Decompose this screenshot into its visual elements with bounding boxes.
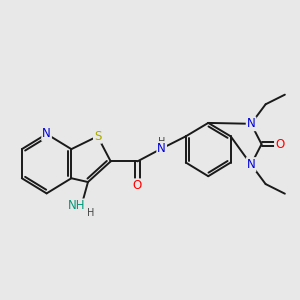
Text: NH: NH xyxy=(68,200,85,212)
Text: S: S xyxy=(94,130,101,143)
Text: O: O xyxy=(275,138,284,151)
Text: N: N xyxy=(157,142,166,155)
Text: H: H xyxy=(158,137,165,147)
Text: N: N xyxy=(247,117,255,130)
Text: N: N xyxy=(42,128,51,140)
Text: O: O xyxy=(133,179,142,192)
Text: N: N xyxy=(247,158,255,171)
Text: H: H xyxy=(88,208,95,218)
